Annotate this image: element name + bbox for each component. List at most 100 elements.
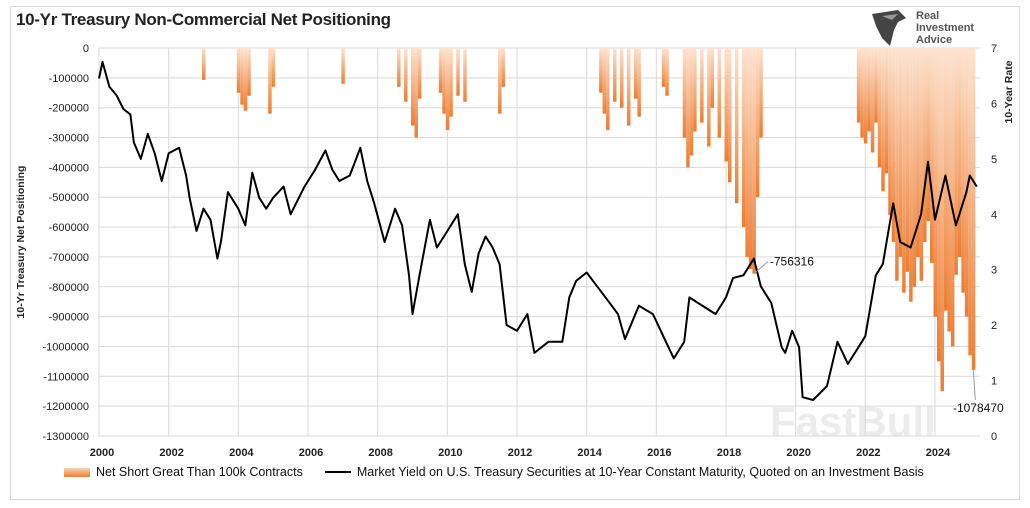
bar bbox=[888, 48, 892, 216]
bar bbox=[874, 48, 878, 123]
y2-tick-label: 3 bbox=[991, 265, 997, 277]
y2-tick-label: 5 bbox=[991, 154, 997, 166]
chart-frame bbox=[10, 6, 1020, 500]
logo-text: Real Investment Advice bbox=[916, 10, 974, 46]
y-tick-label: -900000 bbox=[49, 312, 89, 324]
y-tick-label: -700000 bbox=[49, 252, 89, 264]
bar bbox=[717, 48, 722, 138]
bar bbox=[954, 48, 958, 275]
bar bbox=[926, 48, 931, 222]
bar bbox=[752, 48, 756, 274]
bar bbox=[748, 48, 753, 269]
bar bbox=[971, 48, 976, 370]
bar bbox=[456, 48, 460, 96]
bar bbox=[682, 48, 687, 138]
annotation-leader bbox=[972, 369, 976, 400]
y-tick-label: -100000 bbox=[49, 73, 89, 85]
x-tick-label: 2000 bbox=[90, 447, 114, 459]
bar bbox=[686, 48, 690, 168]
bar bbox=[919, 48, 924, 281]
bar bbox=[734, 48, 739, 204]
bar bbox=[606, 48, 610, 131]
bar bbox=[933, 48, 937, 317]
bar bbox=[661, 48, 666, 87]
bar bbox=[909, 48, 913, 302]
y-tick-label: 0 bbox=[83, 43, 89, 55]
logo-line: Investment bbox=[916, 22, 975, 34]
bar bbox=[693, 48, 697, 132]
bar bbox=[916, 48, 920, 257]
bar bbox=[271, 48, 276, 87]
bar bbox=[442, 48, 446, 114]
bar bbox=[602, 48, 607, 114]
x-tick-label: 2022 bbox=[856, 447, 880, 459]
y-tick-label: -1000000 bbox=[43, 341, 90, 353]
bar bbox=[755, 48, 760, 198]
bar bbox=[905, 48, 910, 272]
legend-label-line: Market Yield on U.S. Treasury Securities… bbox=[356, 465, 924, 479]
yield-line bbox=[98, 60, 978, 401]
bar bbox=[884, 48, 889, 174]
logo-line: Real bbox=[916, 10, 940, 22]
bar bbox=[689, 48, 694, 156]
chart-title: 10-Yr Treasury Non-Commercial Net Positi… bbox=[16, 10, 391, 29]
y2-tick-label: 7 bbox=[991, 43, 997, 55]
bar bbox=[950, 48, 955, 347]
bar bbox=[856, 48, 861, 123]
bar bbox=[202, 48, 206, 80]
x-tick-label: 2010 bbox=[438, 447, 462, 459]
bar bbox=[445, 48, 450, 131]
x-tick-label: 2016 bbox=[647, 447, 671, 459]
bar bbox=[895, 48, 899, 281]
bar bbox=[463, 48, 467, 102]
x-tick-label: 2004 bbox=[229, 447, 254, 459]
bar bbox=[867, 48, 871, 132]
y-tick-label: -1100000 bbox=[43, 371, 89, 383]
bar bbox=[417, 48, 422, 99]
bar bbox=[968, 48, 972, 356]
y2-tick-label: 6 bbox=[991, 98, 997, 110]
y-tick-label: -800000 bbox=[49, 282, 89, 294]
bar bbox=[860, 48, 864, 138]
bar bbox=[930, 48, 934, 263]
x-tick-label: 2024 bbox=[926, 447, 951, 459]
legend-label-bars: Net Short Great Than 100k Contracts bbox=[96, 465, 303, 479]
x-tick-label: 2008 bbox=[368, 447, 392, 459]
y2-axis-title: 10-Year Rate bbox=[1003, 60, 1015, 123]
bar bbox=[411, 48, 415, 126]
bar bbox=[498, 48, 502, 114]
bar bbox=[724, 48, 728, 162]
bar bbox=[613, 48, 617, 102]
x-tick-label: 2020 bbox=[786, 447, 810, 459]
bar bbox=[707, 48, 711, 147]
bar bbox=[449, 48, 453, 117]
y2-tick-label: 2 bbox=[991, 320, 997, 332]
y2-tick-label: 0 bbox=[991, 431, 997, 443]
y-tick-label: -200000 bbox=[49, 103, 89, 115]
annotation-label: -756316 bbox=[770, 255, 814, 269]
y-tick-label: -1300000 bbox=[43, 431, 90, 443]
bar bbox=[877, 48, 882, 168]
x-tick-label: 2006 bbox=[299, 447, 323, 459]
bar bbox=[637, 48, 641, 117]
bar bbox=[891, 48, 896, 242]
bar bbox=[898, 48, 903, 257]
bar bbox=[710, 48, 715, 108]
y-tick-label: -400000 bbox=[49, 162, 89, 174]
bar bbox=[240, 48, 244, 105]
bar bbox=[620, 48, 624, 108]
bar bbox=[741, 48, 746, 228]
bar bbox=[247, 48, 251, 96]
legend-swatch-bars bbox=[64, 467, 90, 477]
logo: Real Investment Advice bbox=[868, 8, 988, 48]
bar bbox=[964, 48, 969, 317]
bar bbox=[902, 48, 906, 293]
bar bbox=[501, 48, 506, 87]
bar bbox=[912, 48, 917, 287]
logo-line: Advice bbox=[916, 34, 953, 46]
bar bbox=[923, 48, 927, 242]
annotation-leader bbox=[753, 261, 769, 275]
annotation-label: -1078470 bbox=[953, 401, 1004, 415]
bar bbox=[414, 48, 418, 138]
